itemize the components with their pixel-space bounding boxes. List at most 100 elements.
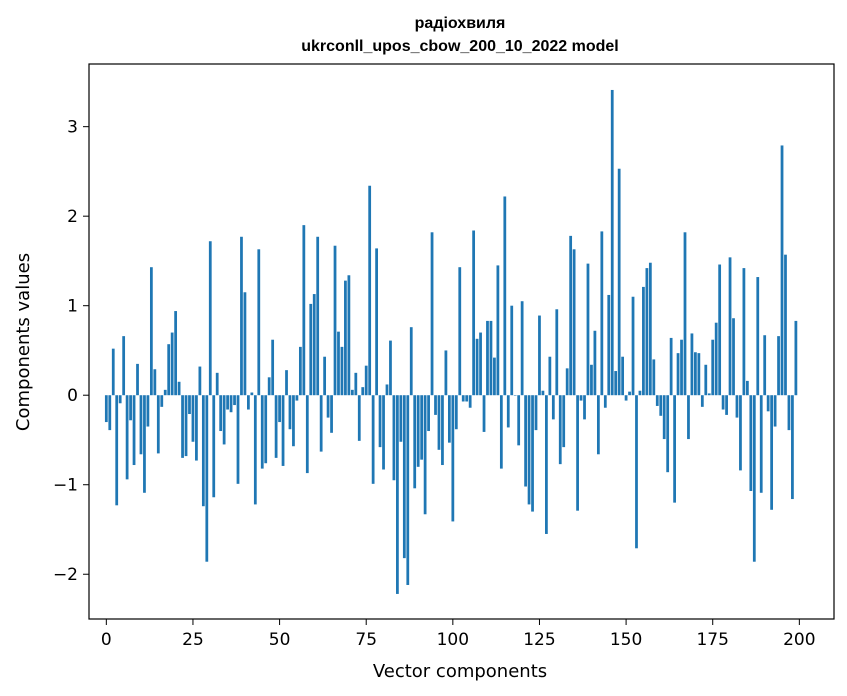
bar bbox=[545, 395, 548, 534]
x-tick-label: 25 bbox=[182, 630, 204, 650]
bar bbox=[725, 395, 728, 415]
bar bbox=[752, 395, 756, 562]
bar bbox=[593, 330, 597, 396]
bar bbox=[402, 395, 406, 559]
bar bbox=[267, 377, 271, 396]
bar bbox=[416, 395, 420, 467]
bar bbox=[236, 395, 240, 484]
bar bbox=[364, 365, 368, 396]
bar bbox=[718, 264, 722, 396]
bar bbox=[378, 395, 382, 448]
bar bbox=[617, 168, 621, 396]
bar bbox=[205, 395, 209, 562]
bar bbox=[333, 245, 337, 396]
bar bbox=[472, 230, 476, 396]
bar bbox=[170, 332, 174, 396]
bar bbox=[638, 390, 642, 396]
bar bbox=[576, 395, 579, 511]
bar bbox=[659, 395, 663, 416]
bar bbox=[316, 236, 320, 396]
bar bbox=[423, 395, 427, 515]
bar bbox=[787, 395, 791, 431]
bar bbox=[146, 395, 150, 427]
bar bbox=[572, 249, 576, 396]
bar bbox=[486, 320, 489, 396]
bar bbox=[292, 395, 295, 447]
bar bbox=[662, 395, 666, 440]
x-tick-label: 75 bbox=[355, 630, 377, 650]
bar bbox=[129, 395, 132, 421]
bar bbox=[195, 395, 198, 461]
bar bbox=[551, 395, 555, 420]
bar bbox=[503, 196, 507, 396]
bar bbox=[489, 320, 493, 396]
bar bbox=[465, 395, 469, 402]
bar bbox=[714, 322, 718, 396]
bar bbox=[524, 395, 527, 487]
bar bbox=[513, 395, 517, 396]
bar bbox=[163, 389, 167, 396]
bar bbox=[451, 395, 455, 522]
bar bbox=[420, 395, 424, 460]
bar bbox=[240, 236, 243, 396]
bar bbox=[569, 235, 573, 396]
bar bbox=[337, 331, 340, 396]
bar bbox=[312, 294, 316, 396]
bar bbox=[437, 395, 441, 450]
bar bbox=[683, 232, 687, 396]
bar bbox=[520, 301, 524, 396]
bar bbox=[742, 268, 746, 396]
bar bbox=[791, 395, 794, 500]
bar bbox=[447, 395, 451, 443]
bar bbox=[212, 395, 216, 498]
bar bbox=[603, 395, 607, 408]
bar bbox=[759, 395, 763, 493]
bar bbox=[652, 359, 656, 396]
bar bbox=[253, 395, 257, 505]
bar bbox=[700, 395, 704, 407]
bar bbox=[454, 395, 458, 430]
bar bbox=[392, 395, 396, 481]
bar bbox=[728, 257, 732, 396]
bar bbox=[538, 315, 541, 396]
bar bbox=[382, 395, 385, 470]
bar bbox=[676, 353, 680, 396]
bar bbox=[357, 395, 361, 441]
bar bbox=[590, 364, 593, 396]
bar bbox=[302, 225, 306, 396]
x-tick-label: 125 bbox=[523, 630, 555, 650]
bar bbox=[458, 267, 462, 396]
bar bbox=[732, 318, 735, 396]
bar bbox=[219, 395, 223, 432]
bar bbox=[174, 311, 178, 396]
bar bbox=[711, 339, 715, 396]
bar bbox=[763, 335, 767, 396]
bar bbox=[773, 395, 777, 427]
x-tick-label: 150 bbox=[610, 630, 642, 650]
bar bbox=[330, 395, 333, 433]
bar bbox=[226, 395, 229, 410]
bar bbox=[434, 395, 437, 415]
y-axis-ticks: −2 −1 0 1 2 3 bbox=[53, 118, 89, 585]
bar bbox=[111, 348, 115, 396]
bar bbox=[132, 395, 136, 466]
bar bbox=[735, 395, 739, 418]
bar bbox=[396, 395, 399, 594]
bar bbox=[413, 395, 417, 489]
bar bbox=[690, 333, 694, 396]
bar bbox=[770, 395, 774, 510]
bar bbox=[264, 395, 268, 464]
bar bbox=[534, 395, 538, 431]
bar bbox=[558, 395, 562, 465]
x-axis-ticks: 0 25 50 75 100 125 150 175 200 bbox=[101, 619, 816, 650]
bar bbox=[642, 286, 645, 396]
y-tick-label: 1 bbox=[67, 297, 78, 317]
bar bbox=[139, 395, 143, 455]
bar bbox=[541, 390, 545, 396]
y-tick-label: −1 bbox=[53, 476, 78, 496]
bar bbox=[430, 232, 434, 396]
bar bbox=[586, 263, 590, 396]
bar bbox=[631, 296, 635, 396]
bar bbox=[233, 395, 236, 406]
